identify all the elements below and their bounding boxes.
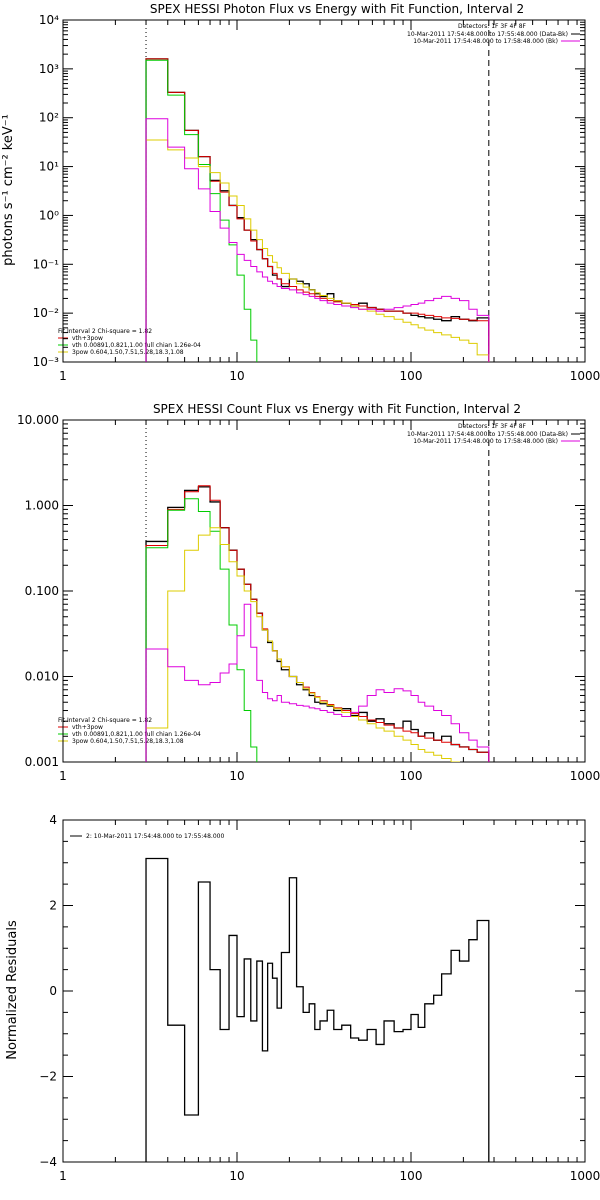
y-axis-label: photons s⁻¹ cm⁻² keV⁻¹ bbox=[1, 114, 16, 266]
series-2-10-mar-2011-17-54-48-000-to-17-55-48-000-line bbox=[145, 857, 490, 1162]
series-bk-line bbox=[145, 118, 490, 362]
photon-flux-panel: SPEX HESSI Photon Flux vs Energy with Fi… bbox=[1, 2, 600, 383]
legend-top-left: 2: 10-Mar-2011 17:54:48.000 to 17:55:48.… bbox=[70, 833, 224, 840]
legend-total: vth+3pow bbox=[72, 724, 103, 731]
y-tick-label: 10⁻³ bbox=[33, 355, 60, 369]
legend-bk: 10-Mar-2011 17:54:48.000 to 17:58:48.000… bbox=[413, 38, 558, 45]
legend-detectors: Detectors: 1F 3F 4F 8F bbox=[458, 23, 527, 30]
legend-data-bk: 10-Mar-2011 17:54:48.000 to 17:55:48.000… bbox=[407, 431, 568, 438]
x-tick-label: 10 bbox=[229, 769, 244, 783]
legend-top-right: Detectors: 1F 3F 4F 8F 10-Mar-2011 17:54… bbox=[407, 423, 580, 445]
legend-3pow: 3pow 0.604,1.50,7.51,5.28,18.3,1.08 bbox=[72, 738, 184, 745]
legend-detectors: Detectors: 1F 3F 4F 8F bbox=[458, 423, 527, 430]
legend-residual: 2: 10-Mar-2011 17:54:48.000 to 17:55:48.… bbox=[86, 833, 224, 840]
residuals-panel: Normalized Residuals 2: 10-Mar-2011 17:5… bbox=[5, 813, 600, 1183]
legend-vth: vth 0.00891,0.821,1.00 full chian 1.26e-… bbox=[72, 342, 201, 349]
series-vth-3pow-line bbox=[145, 485, 490, 762]
y-tick-label: 10⁻¹ bbox=[33, 257, 60, 271]
plot-frame bbox=[62, 819, 586, 1163]
x-tick-label: 100 bbox=[400, 1169, 423, 1183]
y-tick-label: 10⁰ bbox=[39, 208, 59, 222]
y-tick-label: 10.000 bbox=[17, 413, 59, 427]
x-tick-label: 1 bbox=[59, 369, 67, 383]
legend-bk: 10-Mar-2011 17:54:48.000 to 17:58:48.000… bbox=[413, 438, 558, 445]
x-tick-label: 1000 bbox=[570, 1169, 600, 1183]
y-tick-label: 2 bbox=[49, 899, 57, 913]
series-vth-3pow-line bbox=[145, 58, 490, 362]
y-tick-label: 1.000 bbox=[25, 499, 59, 513]
x-tick-label: 1 bbox=[59, 1169, 67, 1183]
y-tick-label: 10⁴ bbox=[39, 13, 59, 27]
x-tick-label: 10 bbox=[229, 1169, 244, 1183]
series-3pow-line bbox=[145, 139, 490, 362]
legend-bottom-left: Fit Interval 2 Chi-square = 1.82 vth+3po… bbox=[58, 328, 201, 356]
y-tick-label: 10⁻² bbox=[33, 306, 60, 320]
count-flux-panel: SPEX HESSI Count Flux vs Energy with Fit… bbox=[17, 402, 600, 783]
legend-data-bk: 10-Mar-2011 17:54:48.000 to 17:55:48.000… bbox=[407, 31, 568, 38]
panel-title: SPEX HESSI Count Flux vs Energy with Fit… bbox=[153, 402, 521, 416]
x-tick-label: 100 bbox=[400, 769, 423, 783]
y-tick-label: 10² bbox=[39, 111, 59, 125]
legend-fit-interval: Fit Interval 2 Chi-square = 1.82 bbox=[58, 328, 152, 335]
legend-3pow: 3pow 0.604,1.50,7.51,5.28,18.3,1.08 bbox=[72, 349, 184, 356]
panel-title: SPEX HESSI Photon Flux vs Energy with Fi… bbox=[150, 2, 524, 16]
series-3pow-line bbox=[145, 527, 461, 762]
x-tick-label: 1000 bbox=[570, 369, 600, 383]
series-data-bk-line bbox=[145, 486, 490, 762]
plot-frame bbox=[62, 19, 586, 363]
series-group bbox=[145, 857, 490, 1162]
y-tick-label: −4 bbox=[39, 1155, 57, 1169]
y-tick-label: −2 bbox=[39, 1070, 57, 1084]
legend-top-right: Detectors: 1F 3F 4F 8F 10-Mar-2011 17:54… bbox=[407, 23, 580, 45]
series-bk-line bbox=[145, 603, 490, 762]
legend-fit-interval: Fit Interval 2 Chi-square = 1.82 bbox=[58, 717, 152, 724]
legend-total: vth+3pow bbox=[72, 335, 103, 342]
y-tick-label: 10³ bbox=[39, 62, 59, 76]
series-vth-line bbox=[145, 498, 258, 762]
y-tick-label: 0.001 bbox=[25, 755, 59, 769]
legend-vth: vth 0.00891,0.821,1.00 full chian 1.26e-… bbox=[72, 731, 201, 738]
series-vth-line bbox=[145, 59, 258, 362]
y-tick-label: 0 bbox=[49, 984, 57, 998]
x-tick-label: 1000 bbox=[570, 769, 600, 783]
series-group bbox=[145, 58, 490, 362]
x-tick-label: 10 bbox=[229, 369, 244, 383]
series-group bbox=[145, 485, 490, 762]
x-tick-label: 100 bbox=[400, 369, 423, 383]
x-tick-label: 1 bbox=[59, 769, 67, 783]
y-tick-label: 0.010 bbox=[25, 670, 59, 684]
y-tick-label: 4 bbox=[49, 813, 57, 827]
y-tick-label: 10¹ bbox=[39, 160, 59, 174]
legend-bottom-left: Fit Interval 2 Chi-square = 1.82 vth+3po… bbox=[58, 717, 201, 745]
series-data-bk-line bbox=[145, 58, 490, 362]
y-tick-label: 0.100 bbox=[25, 584, 59, 598]
y-axis-label: Normalized Residuals bbox=[5, 920, 20, 1060]
